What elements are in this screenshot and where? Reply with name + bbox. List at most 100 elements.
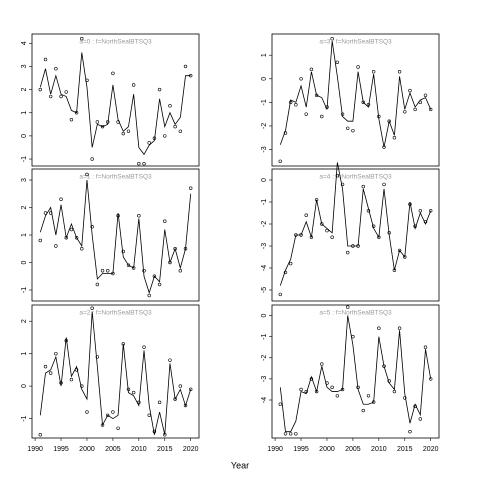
observed-point (408, 202, 412, 206)
observed-point (429, 107, 433, 112)
observed-point (377, 235, 381, 239)
observed-point (294, 432, 298, 436)
observed-point (43, 211, 48, 215)
observed-point (382, 364, 386, 368)
x-tick-label: 1990 (267, 446, 283, 453)
y-tick-label: -4 (261, 265, 268, 271)
observed-point (278, 402, 282, 406)
y-tick-label: -2 (261, 355, 268, 361)
observed-point (142, 269, 146, 273)
observed-point (64, 90, 68, 94)
panel-title: a=5 : f=NorthSealBTSQ3 (319, 310, 392, 317)
observed-point (325, 105, 329, 109)
x-tick-label: 2015 (157, 446, 173, 453)
observed-point (418, 209, 423, 213)
y-tick-label: -1 (261, 333, 268, 339)
observed-point (126, 263, 131, 267)
observed-point (278, 292, 282, 297)
observed-point (382, 145, 386, 149)
observed-point (121, 249, 125, 254)
observed-point (48, 94, 53, 99)
panel-frame (31, 304, 200, 439)
observed-point (429, 209, 433, 213)
y-tick-label: 1 (21, 352, 28, 356)
observed-point (408, 429, 412, 434)
observed-point (100, 423, 105, 427)
x-tick-label: 2010 (371, 446, 387, 453)
y-tick-label: -3 (261, 146, 268, 152)
observed-point (288, 100, 293, 105)
observed-point (111, 271, 115, 276)
observed-point (361, 100, 365, 105)
observed-point (330, 235, 334, 239)
observed-point (325, 228, 329, 233)
observed-point (147, 413, 151, 417)
observed-point (283, 131, 288, 135)
observed-point (95, 120, 100, 124)
observed-point (423, 220, 428, 224)
y-tick-label: 3 (21, 178, 28, 182)
observed-point (366, 394, 371, 398)
observed-point (147, 293, 151, 298)
y-tick-label: -2 (261, 123, 268, 129)
observed-point (418, 100, 423, 105)
y-tick-label: 2 (21, 88, 28, 92)
x-tick-label: 1990 (27, 446, 43, 453)
x-tick-label: 1995 (293, 446, 309, 453)
observed-point (189, 186, 193, 190)
observed-point (64, 236, 68, 240)
x-tick-label: 2005 (345, 446, 361, 453)
observed-point (131, 390, 136, 395)
y-tick-label: 0 (21, 260, 28, 264)
panel-title: a=2 : f=NorthSealBTSQ3 (79, 310, 152, 317)
observed-point (43, 364, 48, 369)
observed-point (371, 70, 376, 74)
observed-point (74, 236, 79, 240)
observed-point (173, 124, 177, 129)
observed-point (152, 136, 157, 140)
fitted-line (39, 311, 192, 435)
x-axis-label: Year (231, 460, 249, 470)
observed-point (346, 126, 350, 130)
observed-point (340, 387, 345, 392)
observed-point (48, 211, 53, 215)
observed-point (80, 384, 84, 388)
observed-point (294, 233, 298, 237)
observed-point (69, 117, 74, 122)
observed-point (387, 231, 391, 235)
observed-point (121, 131, 125, 136)
observed-point (283, 432, 288, 436)
observed-point (278, 159, 282, 163)
observed-point (85, 78, 89, 83)
observed-point (413, 107, 417, 112)
observed-point (163, 219, 167, 223)
observed-point (356, 65, 360, 69)
observed-point (340, 182, 345, 187)
y-tick-label: 0 (21, 384, 28, 388)
fitted-line (279, 315, 432, 433)
observed-point (335, 394, 340, 398)
observed-point (183, 403, 188, 408)
observed-point (340, 112, 345, 116)
observed-point (423, 93, 428, 97)
observed-point (299, 387, 303, 392)
observed-point (168, 260, 172, 265)
observed-point (100, 269, 105, 273)
observed-point (183, 64, 188, 69)
observed-point (304, 213, 308, 217)
observed-point (178, 129, 183, 133)
observed-point (80, 247, 84, 251)
y-tick-label: -1 (261, 99, 268, 105)
observed-point (346, 250, 350, 255)
y-tick-label: 1 (21, 233, 28, 237)
observed-point (361, 408, 365, 413)
y-tick-label: 0 (261, 314, 268, 318)
observed-point (320, 222, 324, 226)
observed-point (95, 355, 100, 359)
observed-point (147, 141, 151, 145)
observed-point (131, 83, 136, 87)
y-tick-label: 1 (261, 53, 268, 57)
observed-point (309, 235, 314, 239)
observed-point (157, 282, 162, 287)
observed-point (131, 266, 136, 270)
